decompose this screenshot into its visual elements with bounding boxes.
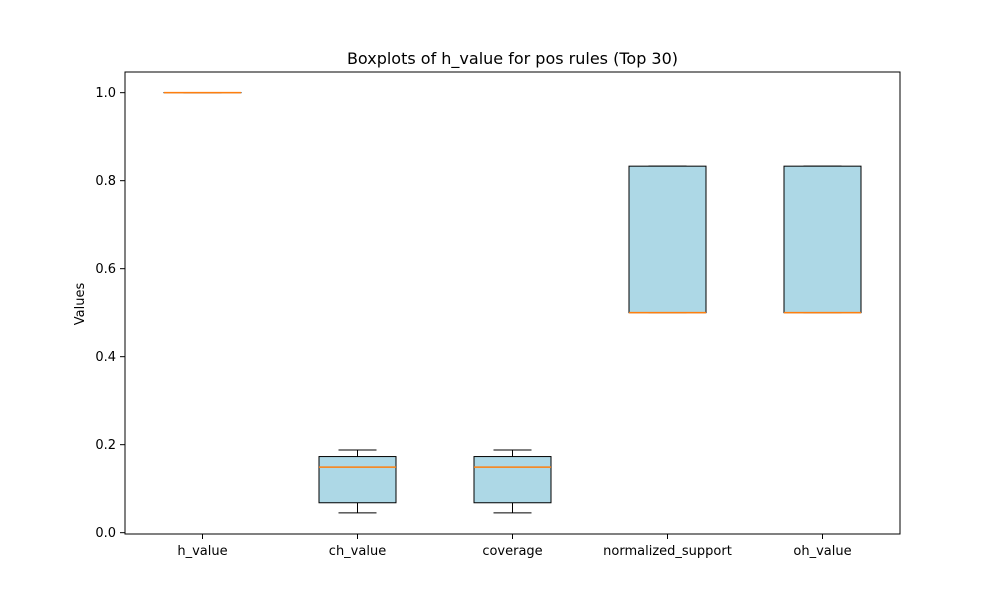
x-tick-label: normalized_support — [603, 544, 732, 559]
y-tick-label: 0.8 — [95, 174, 116, 189]
box-oh_value — [783, 165, 862, 314]
y-tick-label: 1.0 — [95, 86, 116, 101]
box-normalized_support — [628, 165, 707, 314]
x-tick-label: h_value — [177, 544, 227, 559]
box-iqr — [783, 165, 862, 314]
box-iqr — [628, 165, 707, 314]
box-iqr — [473, 456, 552, 504]
x-tick-label: ch_value — [329, 544, 386, 559]
y-tick-label: 0.2 — [95, 438, 116, 453]
chart-title: Boxplots of h_value for pos rules (Top 3… — [347, 49, 678, 69]
axes-frame — [124, 71, 901, 535]
box-iqr — [318, 456, 397, 504]
y-tick-label: 0.0 — [95, 526, 116, 541]
plot-area — [163, 91, 862, 514]
box-ch_value — [318, 449, 397, 514]
y-tick-label: 0.6 — [95, 262, 116, 277]
x-tick-label: coverage — [482, 544, 542, 559]
y-axis-label: Values — [73, 283, 88, 326]
x-tick-label: oh_value — [793, 544, 851, 559]
y-tick-label: 0.4 — [95, 350, 116, 365]
box-coverage — [473, 449, 552, 514]
